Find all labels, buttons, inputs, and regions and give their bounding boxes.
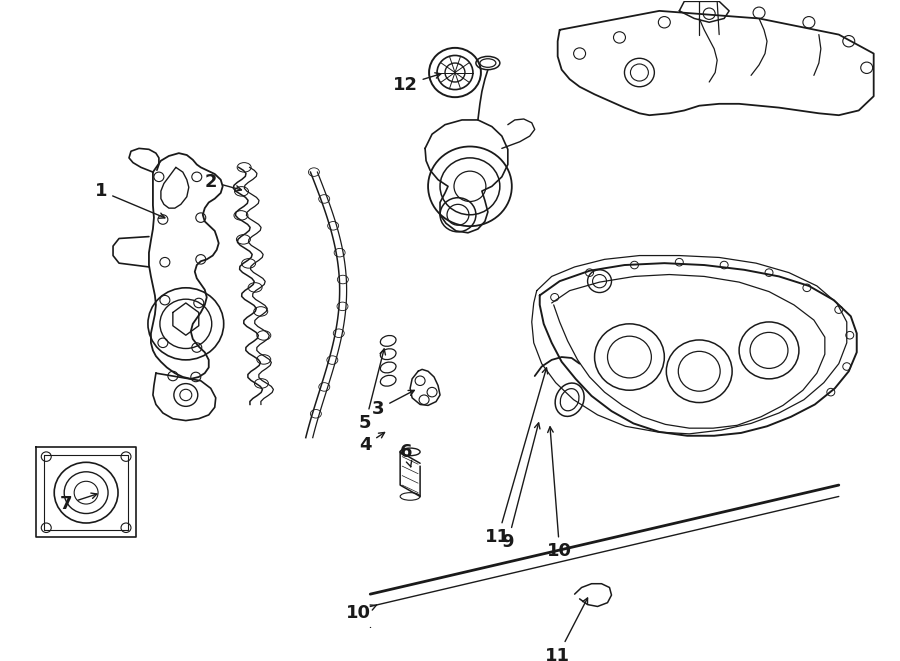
Text: 4: 4	[359, 432, 384, 454]
Text: 5: 5	[359, 349, 385, 432]
Text: 11: 11	[545, 598, 588, 661]
Text: 7: 7	[60, 493, 97, 513]
Text: 10: 10	[346, 604, 376, 622]
Text: 6: 6	[400, 443, 412, 467]
Text: 8: 8	[0, 660, 1, 661]
Text: 10: 10	[547, 427, 572, 561]
Text: 2: 2	[204, 173, 241, 191]
Text: 12: 12	[392, 73, 441, 94]
Text: 1: 1	[94, 182, 165, 218]
Text: 9: 9	[501, 423, 540, 551]
Text: 3: 3	[372, 391, 414, 418]
Text: 11: 11	[485, 368, 547, 546]
